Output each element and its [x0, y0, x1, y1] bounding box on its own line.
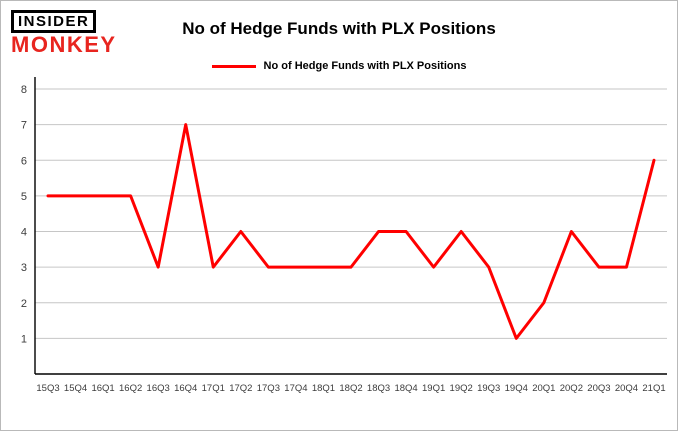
svg-text:20Q3: 20Q3	[587, 383, 610, 394]
svg-text:19Q1: 19Q1	[422, 383, 445, 394]
svg-text:16Q3: 16Q3	[147, 383, 170, 394]
svg-text:20Q2: 20Q2	[560, 383, 583, 394]
svg-text:7: 7	[21, 120, 27, 132]
svg-text:17Q3: 17Q3	[257, 383, 280, 394]
legend-label: No of Hedge Funds with PLX Positions	[263, 60, 467, 72]
svg-text:18Q2: 18Q2	[339, 383, 362, 394]
svg-text:17Q1: 17Q1	[202, 383, 225, 394]
svg-text:19Q2: 19Q2	[450, 383, 473, 394]
svg-text:20Q4: 20Q4	[615, 383, 638, 394]
svg-text:17Q4: 17Q4	[284, 383, 307, 394]
svg-text:16Q4: 16Q4	[174, 383, 197, 394]
svg-text:16Q2: 16Q2	[119, 383, 142, 394]
svg-text:21Q1: 21Q1	[642, 383, 665, 394]
svg-text:8: 8	[21, 84, 27, 96]
legend-line-swatch	[211, 64, 256, 68]
svg-text:16Q1: 16Q1	[91, 383, 114, 394]
logo-insider-text: INSIDER	[11, 10, 97, 33]
insider-monkey-logo: INSIDER MONKEY	[11, 10, 117, 56]
line-chart: 1 2 3 4 5 6 7 8 15Q3 15Q4 16Q1 16Q2 16Q3 16Q4 17Q1 17Q2…	[1, 77, 677, 430]
svg-text:18Q4: 18Q4	[394, 383, 417, 394]
svg-text:5: 5	[21, 191, 27, 203]
svg-text:15Q3: 15Q3	[36, 383, 59, 394]
logo-monkey-text: MONKEY	[11, 32, 117, 57]
svg-text:19Q4: 19Q4	[505, 383, 528, 394]
chart-title: No of Hedge Funds with PLX Positions	[182, 19, 496, 38]
svg-text:20Q1: 20Q1	[532, 383, 555, 394]
svg-text:17Q2: 17Q2	[229, 383, 252, 394]
svg-text:1: 1	[21, 333, 27, 345]
svg-text:18Q3: 18Q3	[367, 383, 390, 394]
svg-text:15Q4: 15Q4	[64, 383, 87, 394]
svg-text:4: 4	[21, 227, 27, 239]
chart-legend: No of Hedge Funds with PLX Positions	[1, 60, 677, 72]
svg-text:6: 6	[21, 155, 27, 167]
svg-text:3: 3	[21, 262, 27, 274]
svg-text:19Q3: 19Q3	[477, 383, 500, 394]
svg-text:2: 2	[21, 298, 27, 310]
line-chart-svg: 1 2 3 4 5 6 7 8 15Q3 15Q4 16Q1 16Q2 16Q3 16Q4 17Q1 17Q2…	[21, 77, 667, 394]
svg-text:18Q1: 18Q1	[312, 383, 335, 394]
